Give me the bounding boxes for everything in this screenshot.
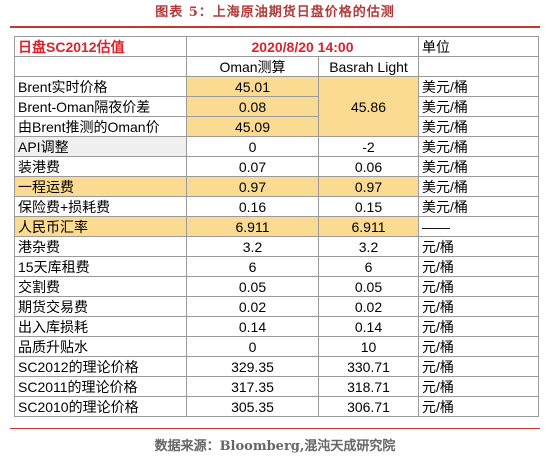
title-divider <box>10 26 540 28</box>
row-label: 保险费+损耗费 <box>14 196 187 217</box>
row-label: 装港费 <box>14 156 187 177</box>
row-label: 15天库租费 <box>14 256 187 277</box>
row-unit: 元/桶 <box>418 276 539 297</box>
basrah-value-merged: 45.86 <box>318 76 419 137</box>
basrah-value: 306.71 <box>318 396 419 417</box>
row-label: SC2011的理论价格 <box>14 376 187 397</box>
table-row: 品质升贴水 0 10 元/桶 <box>14 336 539 357</box>
row-unit: —— <box>418 216 539 237</box>
table-row: SC2012的理论价格 329.35 330.71 元/桶 <box>14 356 539 377</box>
footer-divider <box>10 428 540 429</box>
basrah-value: 0.97 <box>318 176 419 197</box>
table-row: 港杂费 3.2 3.2 元/桶 <box>14 236 539 257</box>
subheader-unit-blank <box>418 56 539 77</box>
basrah-value: 6 <box>318 256 419 277</box>
row-unit: 美元/桶 <box>418 176 539 197</box>
oman-value: 3.2 <box>186 236 319 257</box>
row-unit: 美元/桶 <box>418 136 539 157</box>
row-label: API调整 <box>14 136 187 157</box>
valuation-table: 日盘SC2012估值 2020/8/20 14:00 单位 Oman测算 Bas… <box>14 36 539 417</box>
row-unit: 元/桶 <box>418 296 539 317</box>
table-heading: 日盘SC2012估值 <box>14 36 187 57</box>
table-row: Brent实时价格 45.01 45.86 美元/桶 <box>14 76 539 137</box>
oman-column-header: Oman测算 <box>186 56 319 77</box>
row-label: 出入库损耗 <box>14 316 187 337</box>
table-row: SC2011的理论价格 317.35 318.71 元/桶 <box>14 376 539 397</box>
table-row: 保险费+损耗费 0.16 0.15 美元/桶 <box>14 196 539 217</box>
oman-value: 45.01 <box>186 76 319 97</box>
basrah-column-header: Basrah Light <box>318 56 419 77</box>
table-row: 期货交易费 0.02 0.02 元/桶 <box>14 296 539 317</box>
oman-value: 0.08 <box>186 96 319 117</box>
row-label: Brent实时价格 <box>14 76 187 97</box>
row-label: SC2012的理论价格 <box>14 356 187 377</box>
row-unit: 元/桶 <box>418 316 539 337</box>
row-label: 由Brent推测的Oman价 <box>14 116 187 137</box>
basrah-value: 3.2 <box>318 236 419 257</box>
basrah-value: 318.71 <box>318 376 419 397</box>
row-label: 品质升贴水 <box>14 336 187 357</box>
valuation-datetime: 2020/8/20 14:00 <box>186 36 419 57</box>
header-row: 日盘SC2012估值 2020/8/20 14:00 单位 <box>14 36 539 57</box>
basrah-value: 6.911 <box>318 216 419 237</box>
row-label: 港杂费 <box>14 236 187 257</box>
row-label: 期货交易费 <box>14 296 187 317</box>
basrah-value: 0.06 <box>318 156 419 177</box>
row-label: Brent-Oman隔夜价差 <box>14 96 187 117</box>
oman-value: 0.16 <box>186 196 319 217</box>
oman-value: 6.911 <box>186 216 319 237</box>
table-row: API调整 0 -2 美元/桶 <box>14 136 539 157</box>
basrah-value: 0.05 <box>318 276 419 297</box>
row-unit: 美元/桶 <box>418 96 539 117</box>
oman-value: 0.05 <box>186 276 319 297</box>
table-row: 一程运费 0.97 0.97 美元/桶 <box>14 176 539 197</box>
subheader-blank <box>14 56 187 77</box>
row-unit: 美元/桶 <box>418 196 539 217</box>
oman-value: 0.07 <box>186 156 319 177</box>
row-unit: 美元/桶 <box>418 76 539 97</box>
basrah-value: 330.71 <box>318 356 419 377</box>
row-unit: 元/桶 <box>418 256 539 277</box>
row-label: SC2010的理论价格 <box>14 396 187 417</box>
oman-value: 0 <box>186 336 319 357</box>
basrah-value: 10 <box>318 336 419 357</box>
basrah-value: 0.15 <box>318 196 419 217</box>
basrah-value: 0.14 <box>318 316 419 337</box>
figure-title: 图表 5：上海原油期货日盘价格的估测 <box>155 5 395 20</box>
unit-header: 单位 <box>418 36 539 57</box>
row-unit: 元/桶 <box>418 376 539 397</box>
table-row: 15天库租费 6 6 元/桶 <box>14 256 539 277</box>
basrah-value: -2 <box>318 136 419 157</box>
table-row: 人民币汇率 6.911 6.911 —— <box>14 216 539 237</box>
row-unit: 美元/桶 <box>418 156 539 177</box>
row-label: 一程运费 <box>14 176 187 197</box>
row-label: 人民币汇率 <box>14 216 187 237</box>
table-row: Brent-Oman隔夜价差 0.08 美元/桶 <box>14 96 539 117</box>
row-unit: 元/桶 <box>418 236 539 257</box>
oman-value: 0.02 <box>186 296 319 317</box>
row-unit: 元/桶 <box>418 336 539 357</box>
table-row: 由Brent推测的Oman价 45.09 美元/桶 <box>14 116 539 137</box>
oman-value: 45.09 <box>186 116 319 137</box>
oman-value: 317.35 <box>186 376 319 397</box>
oman-value: 305.35 <box>186 396 319 417</box>
row-label: 交割费 <box>14 276 187 297</box>
oman-value: 0 <box>186 136 319 157</box>
source-note: 数据来源：Bloomberg,混沌天成研究院 <box>154 439 396 454</box>
row-unit: 美元/桶 <box>418 116 539 137</box>
table-row: 装港费 0.07 0.06 美元/桶 <box>14 156 539 177</box>
table-row: SC2010的理论价格 305.35 306.71 元/桶 <box>14 396 539 417</box>
table-row: 出入库损耗 0.14 0.14 元/桶 <box>14 316 539 337</box>
row-unit: 元/桶 <box>418 396 539 417</box>
oman-value: 6 <box>186 256 319 277</box>
basrah-value: 0.02 <box>318 296 419 317</box>
oman-value: 0.14 <box>186 316 319 337</box>
table-row: 交割费 0.05 0.05 元/桶 <box>14 276 539 297</box>
oman-value: 0.97 <box>186 176 319 197</box>
row-unit: 元/桶 <box>418 356 539 377</box>
oman-value: 329.35 <box>186 356 319 377</box>
subheader-row: Oman测算 Basrah Light <box>14 56 539 77</box>
